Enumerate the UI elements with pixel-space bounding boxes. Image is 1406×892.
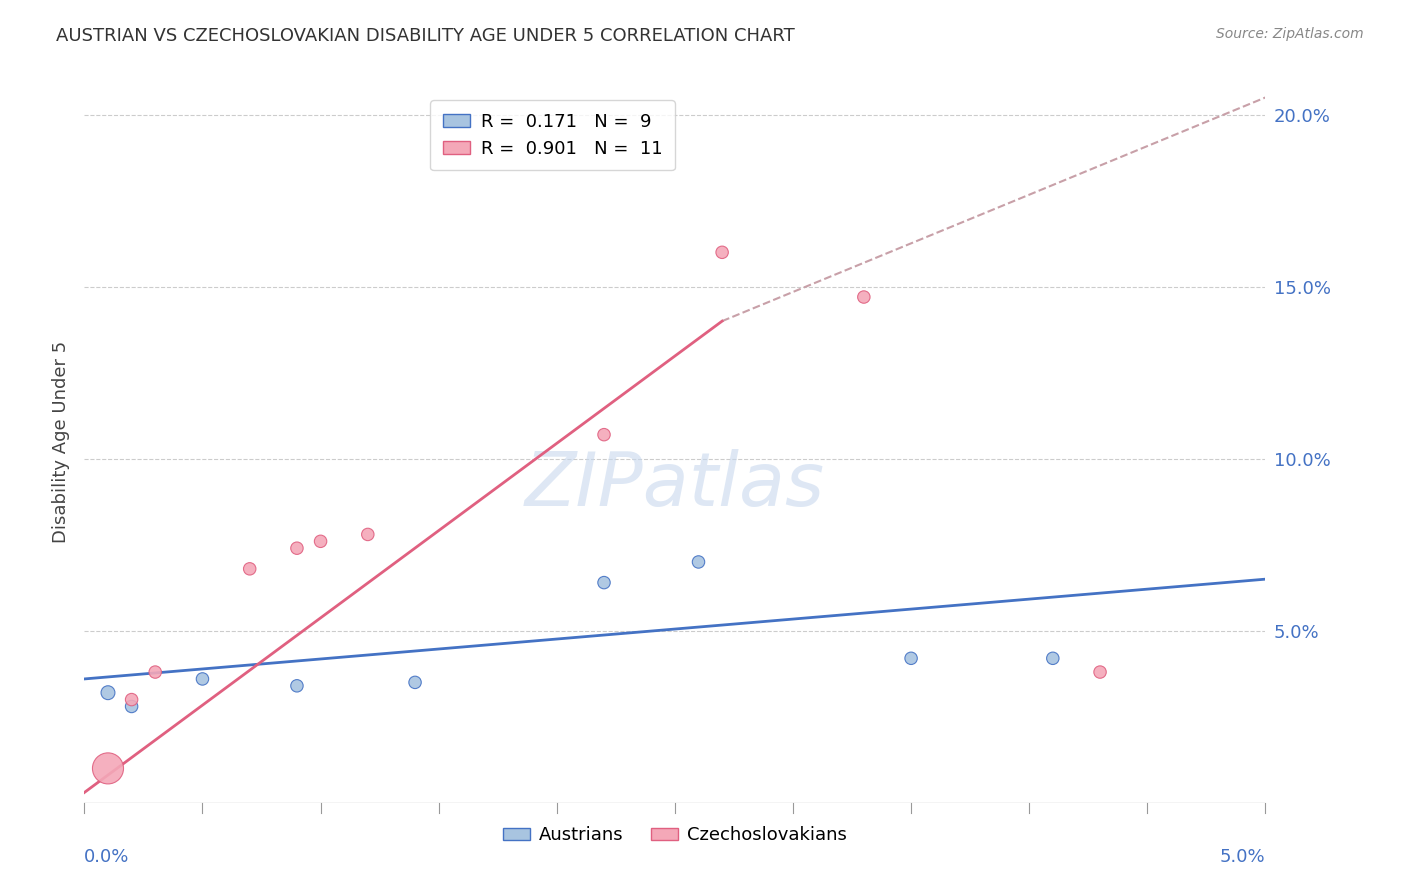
Point <box>309 534 332 549</box>
Point <box>688 555 710 569</box>
Text: 5.0%: 5.0% <box>1220 847 1265 865</box>
Point <box>593 575 616 590</box>
Point <box>97 761 120 775</box>
Point <box>593 427 616 442</box>
Point <box>1042 651 1064 665</box>
Point <box>285 679 308 693</box>
Point <box>711 245 734 260</box>
Text: 0.0%: 0.0% <box>84 847 129 865</box>
Point <box>97 686 120 700</box>
Point <box>404 675 426 690</box>
Legend: Austrians, Czechoslovakians: Austrians, Czechoslovakians <box>496 819 853 852</box>
Point <box>143 665 166 679</box>
Point <box>900 651 922 665</box>
Y-axis label: Disability Age Under 5: Disability Age Under 5 <box>52 341 70 542</box>
Point <box>1088 665 1111 679</box>
Point <box>357 527 380 541</box>
Point <box>285 541 308 556</box>
Point <box>121 692 143 706</box>
Point <box>239 562 262 576</box>
Text: Source: ZipAtlas.com: Source: ZipAtlas.com <box>1216 27 1364 41</box>
Point <box>191 672 214 686</box>
Point <box>121 699 143 714</box>
Text: ZIPatlas: ZIPatlas <box>524 449 825 521</box>
Text: AUSTRIAN VS CZECHOSLOVAKIAN DISABILITY AGE UNDER 5 CORRELATION CHART: AUSTRIAN VS CZECHOSLOVAKIAN DISABILITY A… <box>56 27 794 45</box>
Point <box>852 290 875 304</box>
